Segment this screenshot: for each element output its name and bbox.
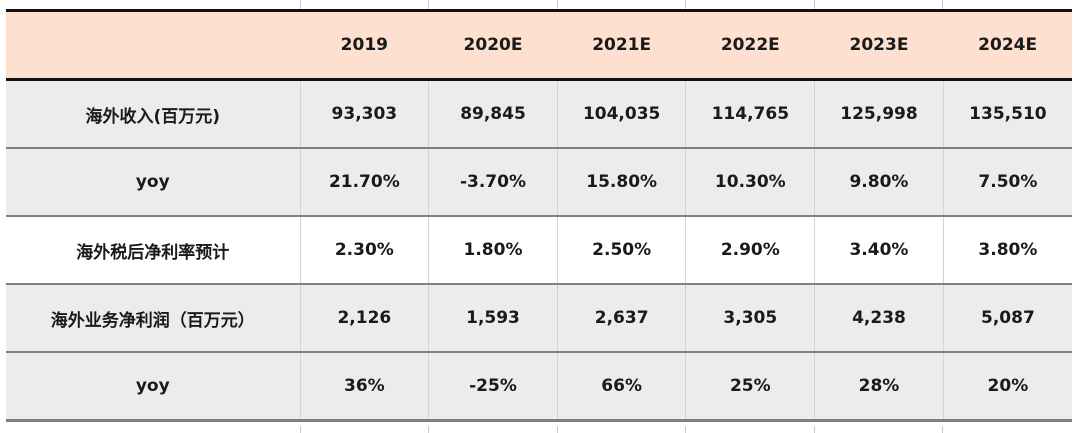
table-cell[interactable]: 10.30% xyxy=(685,148,815,217)
header-cell-year[interactable]: 2024E xyxy=(943,9,1072,81)
table-cell[interactable]: 66% xyxy=(556,352,686,422)
header-cell-year[interactable]: 2020E xyxy=(428,9,558,81)
gridline xyxy=(428,0,429,9)
table-cell[interactable]: 21.70% xyxy=(299,148,429,217)
table-cell[interactable]: -3.70% xyxy=(428,148,558,217)
table-cell[interactable]: 135,510 xyxy=(942,79,1072,149)
table-cell[interactable]: 5,087 xyxy=(942,284,1072,353)
table-row-net-profit: 海外业务净利润（百万元） 2,126 1,593 2,637 3,305 4,2… xyxy=(6,284,1072,353)
table-cell[interactable]: 1,593 xyxy=(428,284,558,353)
table-cell[interactable]: 9.80% xyxy=(814,148,944,217)
table-cell[interactable]: 4,238 xyxy=(814,284,944,353)
table-cell[interactable]: 2,637 xyxy=(556,284,686,353)
table-cell[interactable]: 3,305 xyxy=(685,284,815,353)
table-cell[interactable]: 2.50% xyxy=(556,216,686,285)
gridline xyxy=(942,0,943,9)
table-cell[interactable]: 125,998 xyxy=(814,79,944,149)
table-cell[interactable]: 2.30% xyxy=(299,216,429,285)
row-label[interactable]: yoy xyxy=(6,148,301,217)
header-cell-year[interactable]: 2019 xyxy=(300,9,429,81)
gridline xyxy=(428,426,429,433)
top-gridline-strip xyxy=(0,0,1080,9)
table-cell[interactable]: 2,126 xyxy=(299,284,429,353)
row-label[interactable]: 海外业务净利润（百万元） xyxy=(6,284,301,353)
row-label[interactable]: 海外收入(百万元) xyxy=(6,79,301,149)
table-row-net-margin: 海外税后净利率预计 2.30% 1.80% 2.50% 2.90% 3.40% … xyxy=(6,216,1072,285)
table-cell[interactable]: 36% xyxy=(299,352,429,422)
table-cell[interactable]: 3.40% xyxy=(814,216,944,285)
row-label[interactable]: 海外税后净利率预计 xyxy=(6,216,301,285)
gridline xyxy=(685,426,686,433)
table-cell[interactable]: 28% xyxy=(814,352,944,422)
table-cell[interactable]: 3.80% xyxy=(942,216,1072,285)
gridline xyxy=(557,0,558,9)
table-cell[interactable]: 15.80% xyxy=(556,148,686,217)
gridline xyxy=(942,426,943,433)
table-cell[interactable]: -25% xyxy=(428,352,558,422)
gridline xyxy=(685,0,686,9)
table-cell[interactable]: 1.80% xyxy=(428,216,558,285)
overseas-profit-table: 2019 2020E 2021E 2022E 2023E 2024E 海外收入(… xyxy=(6,9,1072,422)
table-cell[interactable]: 89,845 xyxy=(428,79,558,149)
table-cell[interactable]: 93,303 xyxy=(299,79,429,149)
gridline xyxy=(814,0,815,9)
table-row-revenue-yoy: yoy 21.70% -3.70% 15.80% 10.30% 9.80% 7.… xyxy=(6,148,1072,217)
gridline xyxy=(300,426,301,433)
header-cell-year[interactable]: 2021E xyxy=(557,9,686,81)
bottom-gridline-strip xyxy=(0,426,1080,433)
header-row: 2019 2020E 2021E 2022E 2023E 2024E xyxy=(6,9,1072,81)
table-cell[interactable]: 104,035 xyxy=(556,79,686,149)
header-cell-year[interactable]: 2023E xyxy=(814,9,944,81)
header-cell-corner[interactable] xyxy=(6,9,301,81)
table-cell[interactable]: 25% xyxy=(685,352,815,422)
gridline xyxy=(300,0,301,9)
table-cell[interactable]: 2.90% xyxy=(685,216,815,285)
row-label[interactable]: yoy xyxy=(6,352,301,422)
table-cell[interactable]: 7.50% xyxy=(942,148,1072,217)
table-cell[interactable]: 114,765 xyxy=(685,79,815,149)
gridline xyxy=(557,426,558,433)
header-cell-year[interactable]: 2022E xyxy=(685,9,815,81)
table-row-profit-yoy: yoy 36% -25% 66% 25% 28% 20% xyxy=(6,352,1072,422)
table-cell[interactable]: 20% xyxy=(942,352,1072,422)
table-row-overseas-revenue: 海外收入(百万元) 93,303 89,845 104,035 114,765 … xyxy=(6,79,1072,149)
gridline xyxy=(814,426,815,433)
